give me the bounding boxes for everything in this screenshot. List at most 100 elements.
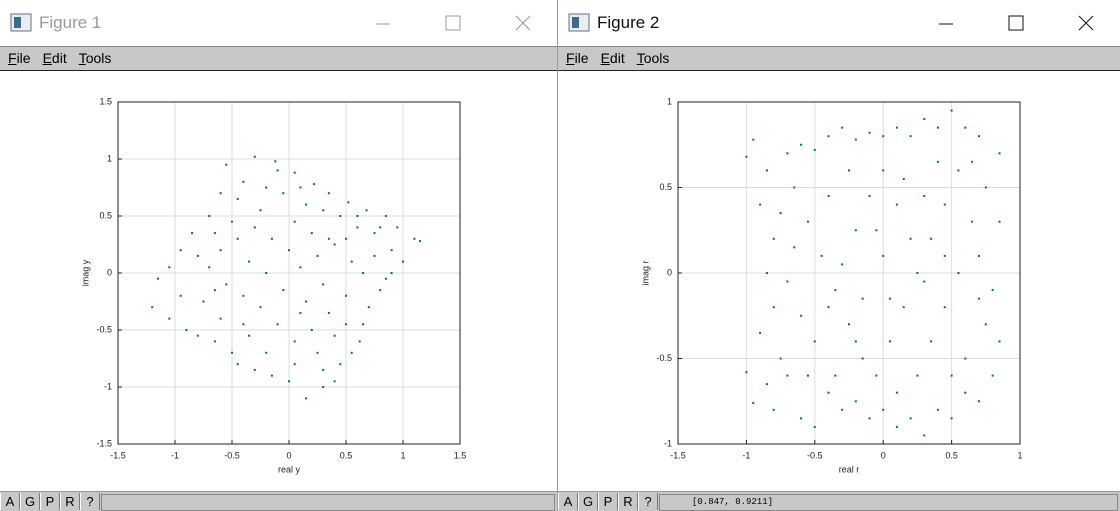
figure-window: Figure 1 File Edit Tools -1.5 -1 -0.5 0 0.5 1 1.… — [0, 0, 558, 511]
x-tick-label: 0.5 — [945, 450, 958, 460]
menu-item[interactable]: File — [8, 50, 31, 66]
menu-item[interactable]: File — [566, 50, 589, 66]
point — [936, 160, 939, 163]
x-tick-label: 0 — [881, 450, 886, 460]
menu-item[interactable]: Tools — [78, 50, 112, 66]
point — [208, 266, 211, 269]
point — [991, 289, 994, 292]
point — [242, 323, 245, 326]
menu-bar: File Edit Tools — [0, 46, 557, 71]
point — [868, 417, 871, 420]
status-button[interactable]: A — [558, 493, 578, 510]
y-tick-label: 0 — [667, 267, 672, 277]
status-button[interactable]: R — [618, 493, 638, 510]
point — [225, 163, 228, 166]
point — [213, 289, 216, 292]
point — [971, 220, 974, 223]
point — [333, 380, 336, 383]
point — [213, 340, 216, 343]
point — [299, 266, 302, 269]
point — [225, 283, 228, 286]
status-button[interactable]: A — [0, 493, 20, 510]
status-button[interactable]: P — [598, 493, 618, 510]
figure-window: Figure 2 File Edit Tools -1.5 -1 -0.5 0 0.5 1 -1… — [558, 0, 1120, 511]
point — [379, 226, 382, 229]
point — [841, 263, 844, 266]
point — [339, 215, 342, 217]
y-tick-label: -0.5 — [656, 353, 672, 363]
window-controls[interactable] — [920, 12, 1120, 36]
point — [841, 408, 844, 411]
point — [848, 323, 850, 326]
point — [310, 329, 313, 331]
point — [772, 408, 775, 411]
point — [356, 215, 359, 217]
point — [841, 126, 844, 129]
point — [936, 408, 939, 411]
point — [875, 229, 878, 232]
status-button[interactable]: G — [578, 493, 598, 510]
point — [800, 417, 803, 420]
y-tick-label: 0.5 — [99, 210, 112, 220]
point — [786, 280, 789, 283]
point — [356, 226, 359, 229]
menu-item[interactable]: Tools — [636, 50, 670, 66]
point — [861, 357, 864, 360]
x-tick-label: -0.5 — [224, 450, 240, 460]
point — [882, 169, 885, 172]
status-button[interactable]: R — [60, 493, 80, 510]
y-tick-label: 1 — [667, 96, 672, 106]
point — [957, 272, 960, 274]
point — [248, 334, 251, 337]
menu-item[interactable]: Edit — [42, 50, 67, 66]
point — [185, 329, 188, 331]
point — [772, 237, 775, 240]
y-axis-label: imag y — [80, 259, 90, 286]
point — [882, 254, 885, 257]
window-controls[interactable] — [357, 12, 557, 36]
point — [253, 226, 256, 229]
point — [895, 391, 898, 394]
status-button[interactable]: ? — [638, 493, 658, 510]
status-button[interactable]: ? — [80, 493, 100, 510]
status-button[interactable]: P — [40, 493, 60, 510]
y-axis-label: imag r — [640, 260, 650, 285]
point — [854, 340, 857, 343]
point — [984, 186, 987, 189]
point — [827, 391, 830, 394]
point — [345, 294, 347, 297]
menu-item[interactable]: Edit — [600, 50, 625, 66]
point — [977, 297, 980, 300]
point — [765, 383, 768, 386]
plot-frame — [677, 101, 1021, 445]
point — [350, 260, 353, 263]
point — [848, 169, 850, 172]
point — [293, 340, 296, 343]
point — [270, 374, 273, 377]
x-tick-label: -1.5 — [670, 450, 686, 460]
point — [288, 380, 290, 383]
point — [998, 152, 1001, 155]
point — [293, 220, 296, 223]
point — [909, 417, 912, 420]
point — [950, 417, 953, 420]
window-title: Figure 2 — [597, 13, 660, 32]
point — [299, 186, 302, 189]
point — [950, 374, 953, 377]
point — [827, 195, 830, 198]
point — [991, 374, 994, 377]
point — [265, 272, 268, 274]
point — [373, 254, 376, 257]
x-tick-label: 0.5 — [340, 450, 353, 460]
status-button[interactable]: G — [20, 493, 40, 510]
plot: -1.5 -1 -0.5 0 0.5 1 -1 -0.5 0 0.5 1 real r imag r — [640, 96, 1022, 474]
point — [345, 323, 347, 326]
point — [396, 226, 399, 229]
point — [793, 186, 796, 189]
point — [367, 306, 370, 309]
point — [305, 203, 308, 206]
point — [868, 195, 871, 198]
point — [236, 363, 239, 366]
point — [270, 237, 273, 240]
